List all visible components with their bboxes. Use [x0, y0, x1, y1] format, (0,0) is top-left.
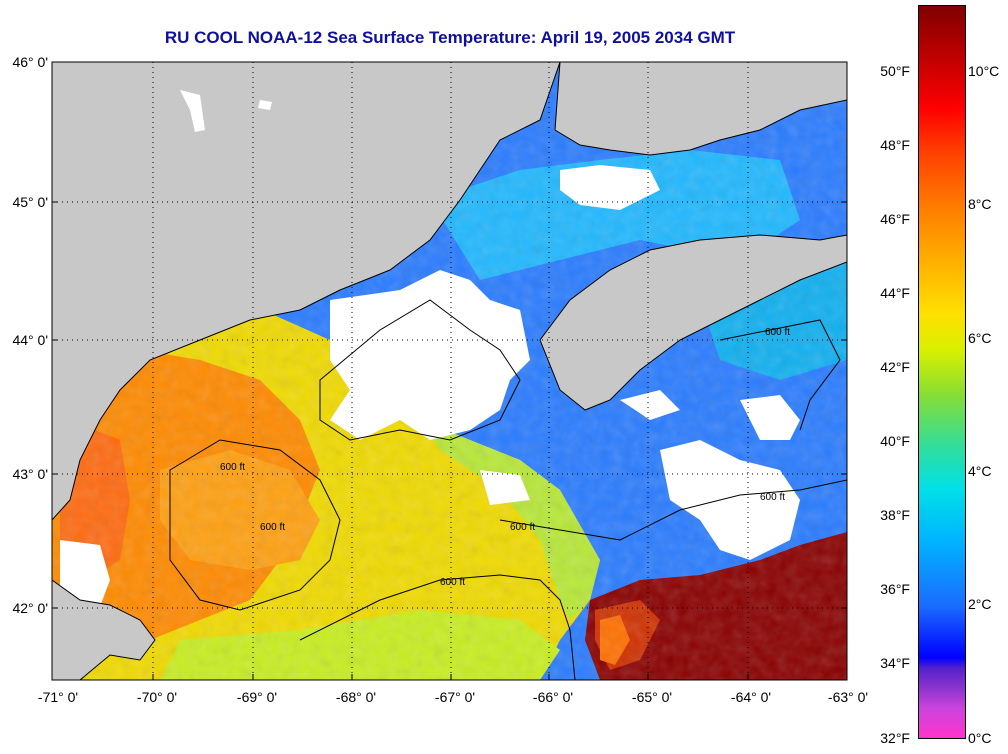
cloud-bay-of-fundy	[560, 165, 660, 210]
colorbar-fahrenheit-label: 38°F	[880, 507, 910, 523]
colorbar-celsius-label: 8°C	[968, 196, 992, 212]
isobath-label: 600 ft	[440, 577, 465, 588]
longitude-label: -66° 0'	[532, 689, 574, 705]
lake-2	[258, 100, 272, 110]
colorbar-fahrenheit-label: 50°F	[880, 63, 910, 79]
colorbar-celsius-label: 0°C	[968, 730, 992, 746]
latitude-label: 42° 0'	[12, 600, 48, 616]
cloud-central	[330, 270, 530, 440]
isobath-600ft-east	[499, 479, 847, 541]
longitude-label: -64° 0'	[730, 689, 772, 705]
temperature-colorbar	[918, 5, 966, 739]
colorbar-fahrenheit-label: 36°F	[880, 581, 910, 597]
isobath-label: 600 ft	[260, 522, 285, 533]
isobath-600ft-north	[319, 299, 521, 441]
colorbar-fahrenheit-label: 46°F	[880, 211, 910, 227]
longitude-label: -63° 0'	[827, 689, 869, 705]
latitude-label: 46° 0'	[12, 54, 48, 70]
cloud-east-patch	[740, 395, 800, 440]
colorbar-celsius-label: 4°C	[968, 463, 992, 479]
colorbar-fahrenheit-label: 32°F	[880, 730, 910, 746]
longitude-label: -67° 0'	[434, 689, 476, 705]
colorbar-fahrenheit-label: 48°F	[880, 137, 910, 153]
isobath-600ft-south	[299, 574, 576, 680]
land-nova-scotia	[539, 234, 847, 411]
longitude-label: -68° 0'	[335, 689, 377, 705]
land-new-england	[52, 62, 561, 521]
land-cape-cod	[52, 579, 156, 680]
cloud-patch-1	[480, 470, 530, 505]
isobath-600ft-central	[169, 439, 341, 611]
latitude-label: 43° 0'	[12, 466, 48, 482]
longitude-label: -65° 0'	[631, 689, 673, 705]
colorbar-fahrenheit-label: 44°F	[880, 285, 910, 301]
cloud-nova-scotia-south	[660, 440, 800, 560]
isobath-label: 600 ft	[760, 492, 785, 503]
map-title: RU COOL NOAA-12 Sea Surface Temperature:…	[164, 28, 736, 47]
colorbar-celsius-label: 6°C	[968, 330, 992, 346]
lake-1	[180, 90, 205, 132]
colorbar-celsius-label: 2°C	[968, 596, 992, 612]
isobath-600ft-ne	[719, 319, 841, 431]
cloud-patch-2	[620, 390, 680, 420]
isobath-label: 600 ft	[220, 462, 245, 473]
land-new-brunswick	[554, 62, 847, 156]
map-frame	[51, 61, 848, 681]
colorbar-celsius-label: 10°C	[968, 63, 1000, 79]
colorbar-fahrenheit-label: 42°F	[880, 359, 910, 375]
longitude-label: -70° 0'	[136, 689, 178, 705]
colorbar-fahrenheit-label: 34°F	[880, 655, 910, 671]
longitude-label: -71° 0'	[37, 689, 79, 705]
latitude-label: 44° 0'	[12, 332, 48, 348]
colorbar-fahrenheit-label: 40°F	[880, 433, 910, 449]
latitude-label: 45° 0'	[12, 194, 48, 210]
isobath-label: 600 ft	[765, 327, 790, 338]
longitude-label: -69° 0'	[236, 689, 278, 705]
isobath-label: 600 ft	[510, 522, 535, 533]
